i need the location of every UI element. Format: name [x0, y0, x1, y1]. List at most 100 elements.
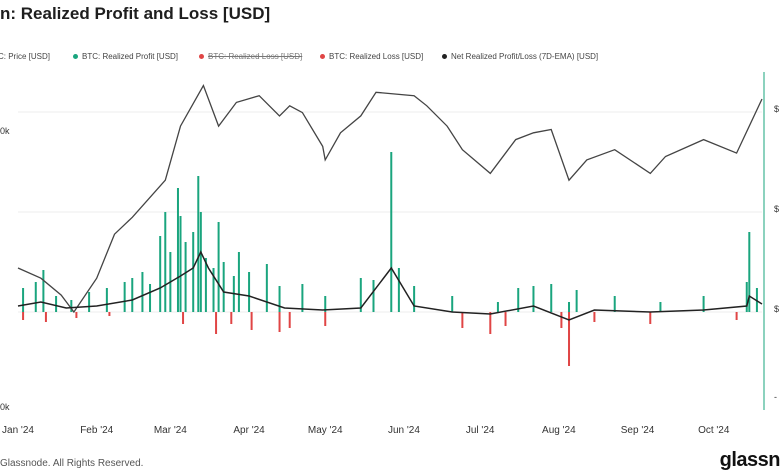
bar — [745, 282, 748, 312]
bar — [659, 302, 662, 312]
y-tick-right: $ — [774, 204, 779, 214]
bar — [197, 176, 200, 312]
bar — [215, 312, 218, 334]
y-tick-left: 0k — [0, 126, 10, 136]
bar — [532, 286, 535, 312]
bar — [278, 286, 281, 312]
bar — [176, 188, 179, 312]
bar — [212, 268, 215, 312]
legend-dot-icon — [73, 54, 78, 60]
y-tick-right: $ — [774, 104, 779, 114]
bar — [164, 212, 167, 312]
bar — [179, 216, 182, 312]
chart-title: n: Realized Profit and Loss [USD] — [0, 4, 271, 23]
bar — [230, 312, 233, 324]
x-tick-label: Oct '24 — [698, 425, 730, 436]
bar — [159, 236, 162, 312]
x-tick-label: Aug '24 — [542, 425, 576, 436]
bar — [504, 312, 507, 326]
legend-label-realized-loss: BTC: Realized Loss [USD] — [329, 52, 424, 61]
bar — [250, 312, 253, 330]
bar — [372, 280, 375, 312]
bar — [613, 296, 616, 312]
bar — [182, 312, 185, 324]
bar — [88, 292, 91, 312]
bar — [22, 312, 25, 320]
legend-label-realized-profit: BTC: Realized Profit [USD] — [82, 52, 179, 61]
bar — [451, 296, 454, 312]
x-tick-label: Apr '24 — [233, 425, 265, 436]
bar — [489, 312, 492, 334]
bar — [649, 312, 652, 324]
bar — [70, 300, 73, 312]
bar — [324, 296, 327, 312]
legend-item-net-realized[interactable]: Net Realized Profit/Loss (7D-EMA) [USD] — [442, 52, 598, 61]
legend-item-realized-profit[interactable]: BTC: Realized Profit [USD] — [73, 52, 178, 61]
y-tick-right: - — [774, 392, 777, 402]
x-axis-ticks: Jan '24 Feb '24 Mar '24 Apr '24 May '24 Jun '… — [2, 425, 730, 436]
bar — [184, 242, 187, 312]
bar — [301, 284, 304, 312]
bar — [324, 312, 327, 326]
legend-item-price[interactable]: C: Price [USD] — [0, 52, 50, 61]
bar — [550, 284, 553, 312]
bar — [735, 312, 738, 320]
x-tick-label: Sep '24 — [621, 425, 655, 436]
bar — [593, 312, 596, 322]
bar — [496, 302, 499, 312]
bar — [123, 282, 126, 312]
bar — [265, 264, 268, 312]
x-tick-label: Mar '24 — [154, 425, 187, 436]
bar — [517, 288, 520, 312]
bar — [390, 152, 393, 312]
legend-item-realized-loss[interactable]: BTC: Realized Loss [USD] — [320, 52, 423, 61]
copyright-text: Glassnode. All Rights Reserved. — [0, 458, 144, 469]
x-tick-label: Feb '24 — [80, 425, 113, 436]
legend-label-price: C: Price [USD] — [0, 52, 51, 61]
bar — [359, 278, 362, 312]
bar — [22, 288, 25, 312]
bar — [397, 268, 400, 312]
bar — [222, 262, 225, 312]
bar — [237, 252, 240, 312]
bar — [568, 302, 571, 312]
bar — [75, 312, 78, 318]
bar — [192, 232, 195, 312]
y-tick-right: $ — [774, 304, 779, 314]
x-tick-label: Jan '24 — [2, 425, 34, 436]
grid-lines — [18, 111, 762, 313]
bar — [575, 290, 578, 312]
bar — [34, 282, 37, 312]
price-line — [17, 83, 763, 314]
legend-dot-icon — [442, 54, 447, 60]
legend-dot-icon — [199, 54, 204, 60]
bar — [108, 312, 111, 316]
bar — [131, 278, 134, 312]
bar — [248, 272, 251, 312]
bar — [461, 312, 464, 328]
bar — [105, 288, 108, 312]
bar — [702, 296, 705, 312]
brand-logo: glassn — [719, 449, 780, 471]
legend-label-realized-loss-hidden: BTC: Realized Loss [USD] — [208, 52, 303, 61]
bar — [568, 312, 571, 366]
bar — [560, 312, 563, 328]
legend-item-realized-loss-hidden[interactable]: BTC: Realized Loss [USD] — [199, 52, 302, 61]
bar — [748, 232, 751, 312]
bar — [217, 222, 220, 312]
bar — [141, 272, 144, 312]
x-tick-label: May '24 — [308, 425, 343, 436]
bar-series — [22, 152, 758, 366]
legend-dot-icon — [320, 54, 325, 60]
x-tick-label: Jul '24 — [466, 425, 495, 436]
bar — [413, 286, 416, 312]
line-series — [17, 83, 763, 321]
bar — [42, 270, 45, 312]
bar — [278, 312, 281, 332]
y-tick-left: 0k — [0, 402, 10, 412]
bar — [44, 312, 47, 322]
x-tick-label: Jun '24 — [388, 425, 420, 436]
net-realized-line — [17, 250, 763, 321]
bar — [55, 296, 58, 312]
